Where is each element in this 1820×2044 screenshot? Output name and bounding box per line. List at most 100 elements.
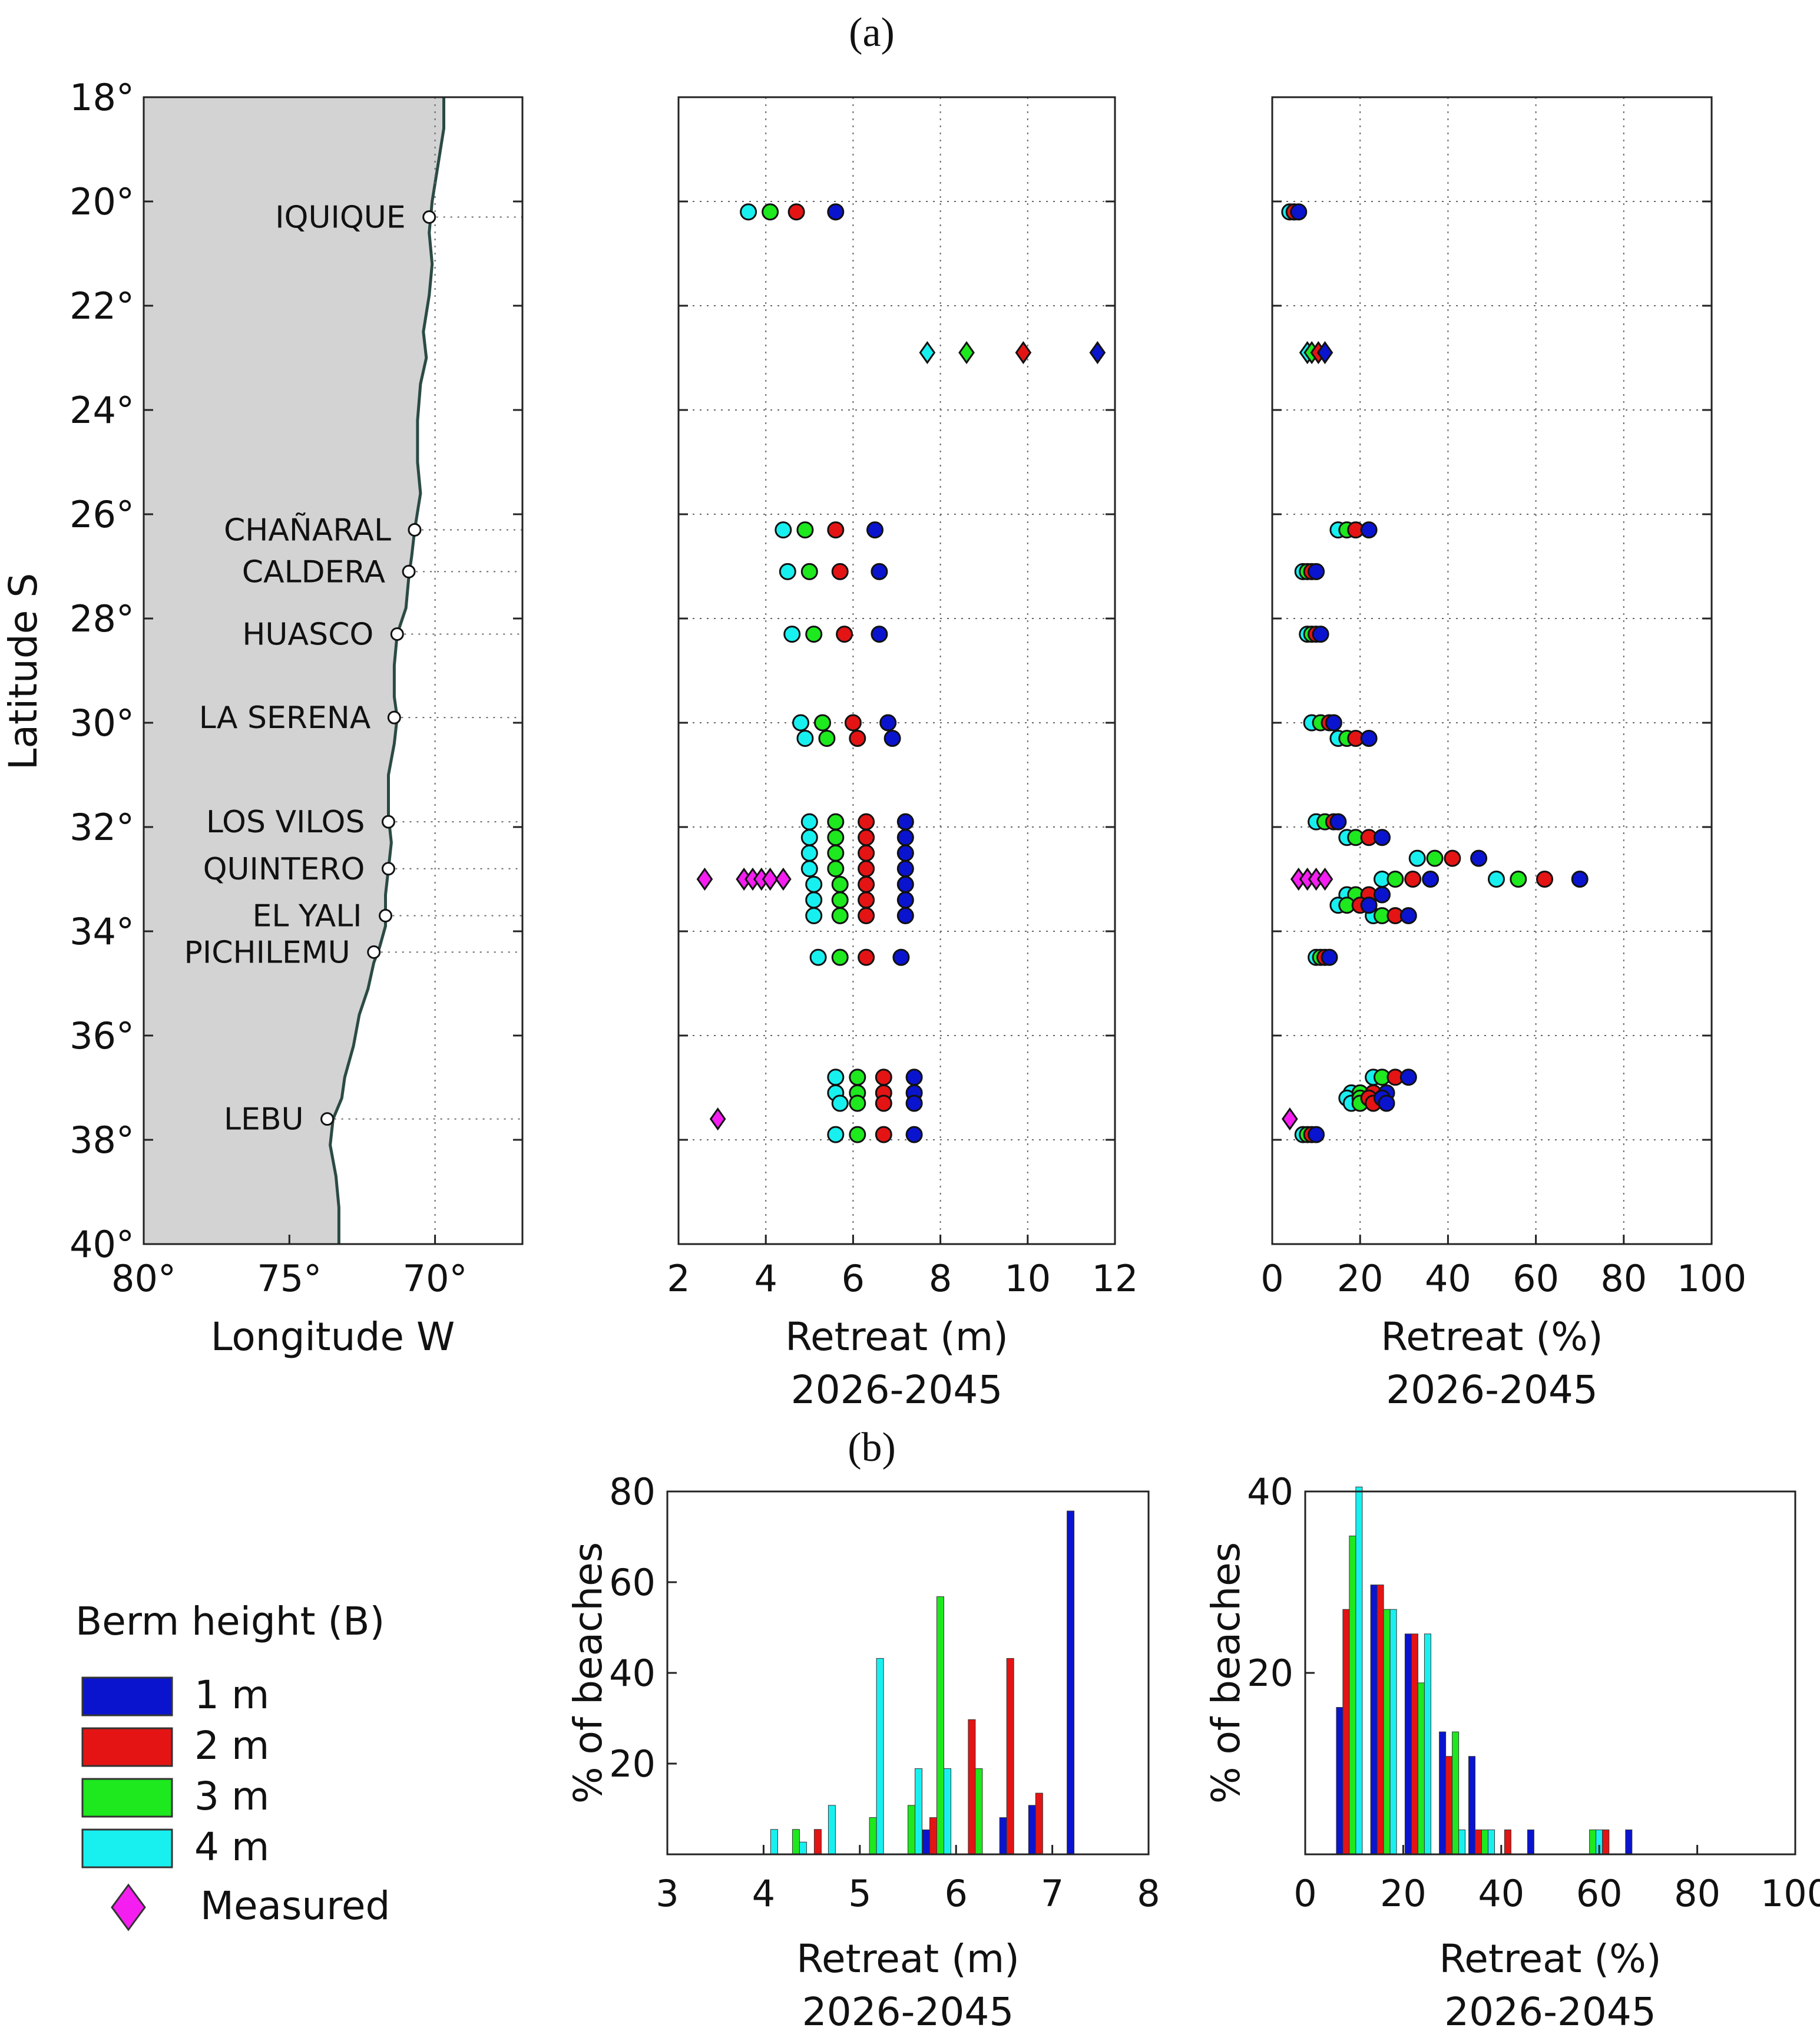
scatter-point-b4: [800, 813, 818, 831]
hist-bar-b2: [1006, 1658, 1014, 1855]
scatter-diamond-b1: [1089, 341, 1106, 365]
scatter-point-b2: [858, 907, 875, 924]
scatter-point-b4: [800, 860, 818, 878]
hist-bar-b4: [1458, 1829, 1466, 1855]
map-xtick-label: 75°: [257, 1257, 322, 1300]
hist-xlabel-period: 2026-2045: [802, 1989, 1014, 2035]
map-xtick-label: 80°: [111, 1257, 176, 1300]
scatter-point-b3: [796, 521, 814, 539]
scatter-point-b2: [1536, 871, 1553, 888]
scatter-point-b3: [831, 891, 849, 909]
scatter-xtick-label: 4: [754, 1257, 777, 1300]
scatter-point-b1: [883, 730, 901, 747]
hist-bar-b4: [876, 1658, 884, 1855]
hist-bar-b4: [828, 1805, 836, 1855]
hist-xtick-label: 7: [1041, 1872, 1064, 1915]
scatter-point-b3: [827, 860, 845, 878]
hist-ytick-label: 40: [609, 1652, 656, 1695]
measured-diamond: [1282, 1107, 1298, 1131]
scatter-point-b4: [779, 563, 796, 580]
city-marker: [387, 710, 401, 725]
city-marker: [379, 908, 393, 922]
scatter-xtick-label: 10: [1004, 1257, 1051, 1300]
scatter-point-b1: [896, 875, 914, 893]
scatter-point-b3: [827, 813, 845, 831]
map-ytick-label: 28°: [70, 597, 134, 640]
hist-bar-b2: [1342, 1609, 1350, 1855]
hist-bar-b2: [1376, 1585, 1384, 1855]
city-marker: [422, 210, 436, 224]
scatter-point-b4: [783, 626, 801, 643]
scatter-xtick-label: 100: [1677, 1257, 1746, 1300]
city-marker: [381, 862, 395, 876]
legend-title: Berm height (B): [75, 1599, 385, 1644]
scatter-point-b1: [905, 1094, 923, 1112]
scatter-xlabel-period: 2026-2045: [791, 1367, 1003, 1413]
hist-xtick-label: 100: [1761, 1872, 1820, 1915]
hist-bar-b1: [1625, 1829, 1633, 1855]
scatter-point-b3: [827, 844, 845, 862]
scatter-point-b4: [1408, 849, 1426, 867]
scatter-xtick-label: 60: [1513, 1257, 1559, 1300]
hist-bar-b3: [975, 1768, 983, 1855]
map-ytick-label: 34°: [70, 910, 134, 953]
hist-bar-b3: [1383, 1609, 1391, 1855]
scatter-point-b3: [1510, 871, 1527, 888]
scatter-point-b1: [1399, 1069, 1417, 1086]
scatter-point-b1: [896, 829, 914, 846]
hist-ylabel: % of beaches: [565, 1542, 611, 1804]
land-area: [144, 97, 444, 1244]
measured-diamond: [1316, 867, 1333, 891]
hist-bar-b1: [999, 1817, 1007, 1855]
hist-bar-b4: [1488, 1829, 1495, 1855]
scatter-point-b1: [905, 1126, 923, 1143]
legend-swatch-4m: [81, 1828, 173, 1868]
hist-bar-b2: [1504, 1829, 1511, 1855]
map-ylabel: Latitude S: [1, 573, 46, 770]
hist-ytick-label: 40: [1247, 1470, 1293, 1513]
scatter-frame: [1271, 96, 1713, 1245]
city-label: HUASCO: [242, 617, 373, 653]
city-label: PICHILEMU: [184, 935, 350, 970]
legend: Berm height (B) 1 m 2 m 3 m 4 m Measured: [75, 1599, 390, 1931]
city-marker: [320, 1112, 335, 1126]
scatter-point-b3: [762, 203, 779, 221]
scatter-point-b4: [800, 829, 818, 846]
retreat-pct-scatter-panel: 0 20 40 60 80 100 Retreat (%) 2026-2045: [1260, 96, 1746, 1413]
retreat-m-histogram-panel: 3 4 5 6 7 8 20 40 60 80 % of beaches Retreat (m) 202…: [565, 1470, 1160, 2035]
hist-ytick-label: 20: [1247, 1652, 1293, 1695]
scatter-point-b4: [805, 891, 823, 909]
legend-swatch-1m: [81, 1676, 173, 1716]
scatter-point-b2: [858, 891, 875, 909]
city-marker: [390, 627, 404, 641]
scatter-point-b4: [800, 844, 818, 862]
hist-bar-b3: [1349, 1536, 1356, 1855]
hist-bar-b1: [922, 1829, 930, 1855]
scatter-point-b1: [1378, 1094, 1395, 1112]
scatter-point-b2: [858, 829, 875, 846]
scatter-xtick-label: 0: [1260, 1257, 1283, 1300]
hist-bar-b3: [1481, 1829, 1488, 1855]
legend-label-2m: 2 m: [194, 1723, 269, 1768]
hist-bar-b3: [908, 1805, 915, 1855]
map-frame: [143, 96, 524, 1245]
scatter-point-b1: [866, 521, 883, 539]
hist-bar-b4: [799, 1841, 807, 1855]
hist-bar-b4: [1389, 1609, 1397, 1855]
measured-diamond: [762, 867, 779, 891]
scatter-point-b2: [1404, 871, 1422, 888]
hist-bar-b3: [937, 1596, 944, 1855]
scatter-diamond-b3: [958, 341, 975, 365]
scatter-point-b4: [796, 730, 814, 747]
scatter-point-b1: [1360, 730, 1378, 747]
scatter-xtick-label: 2: [667, 1257, 690, 1300]
hist-xlabel: Retreat (%): [1439, 1936, 1661, 1982]
hist-xtick-label: 5: [848, 1872, 871, 1915]
scatter-point-b3: [814, 714, 831, 732]
scatter-point-b1: [1312, 626, 1329, 643]
map-ytick-label: 36°: [70, 1014, 134, 1057]
scatter-frame: [677, 96, 1116, 1245]
hist-bar-b4: [915, 1768, 922, 1855]
scatter-xtick-label: 12: [1092, 1257, 1139, 1300]
